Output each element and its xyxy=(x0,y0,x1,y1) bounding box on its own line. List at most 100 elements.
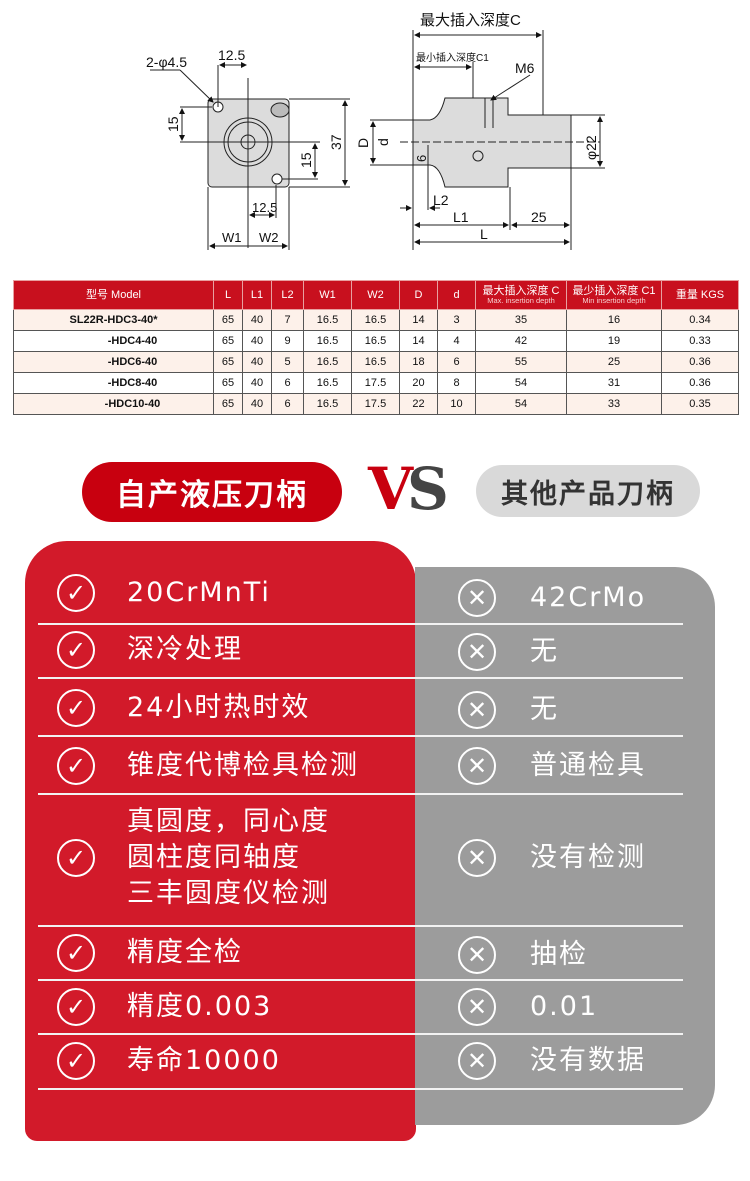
cell-d: 6 xyxy=(437,351,476,373)
col-model: 型号 Model xyxy=(13,280,214,310)
our-feature: 24小时热时效 xyxy=(127,692,311,723)
check-circle-icon: ✓ xyxy=(57,1042,95,1080)
cell-w2: 17.5 xyxy=(351,393,400,415)
our-feature: 20CrMnTi xyxy=(127,577,271,608)
check-circle-icon: ✓ xyxy=(57,631,95,669)
col-L: L xyxy=(213,280,243,310)
label-L: L xyxy=(480,226,488,242)
cell-l2: 6 xyxy=(271,393,304,415)
check-circle-icon: ✓ xyxy=(57,689,95,727)
cell-l2: 7 xyxy=(271,309,304,331)
cell-c1: 25 xyxy=(566,351,662,373)
cell-d: 20 xyxy=(399,372,438,394)
label-15-left: 15 xyxy=(165,116,181,132)
our-feature: 深冷处理 xyxy=(127,634,243,665)
cell-d: 18 xyxy=(399,351,438,373)
cell-d: 4 xyxy=(437,330,476,352)
x-circle-icon: ✕ xyxy=(458,1042,496,1080)
cell-w2: 16.5 xyxy=(351,351,400,373)
col-max-depth-en: Max. insertion depth xyxy=(487,295,555,305)
label-holes: 2-φ4.5 xyxy=(146,54,187,70)
other-product-title: 其他产品刀柄 xyxy=(476,465,700,517)
col-W2: W2 xyxy=(351,280,400,310)
table-row: -HDC10-40 65 40 6 16.5 17.5 22 10 54 33 0.35 xyxy=(13,393,739,415)
label-L2: L2 xyxy=(433,192,449,208)
row-divider xyxy=(38,793,683,795)
cell-kgs: 0.36 xyxy=(661,351,739,373)
cell-model: -HDC6-40 xyxy=(13,351,214,373)
cell-w1: 16.5 xyxy=(303,309,352,331)
cell-kgs: 0.34 xyxy=(661,309,739,331)
cell-d: 3 xyxy=(437,309,476,331)
x-circle-icon: ✕ xyxy=(458,579,496,617)
label-min-depth-c1: 最小插入深度C1 xyxy=(416,51,489,64)
cell-w2: 16.5 xyxy=(351,309,400,331)
technical-drawing: 最大插入深度C 最小插入深度C1 M6 2-φ4.5 12.5 12.5 15 … xyxy=(146,12,605,250)
label-D: D xyxy=(355,138,371,148)
col-min-depth: 最少插入深度 C1 Min insertion depth xyxy=(566,280,662,310)
cell-w1: 16.5 xyxy=(303,351,352,373)
vs-s: S xyxy=(407,455,449,523)
cell-w2: 17.5 xyxy=(351,372,400,394)
col-max-depth: 最大插入深度 C Max. insertion depth xyxy=(475,280,567,310)
check-circle-icon: ✓ xyxy=(57,934,95,972)
x-circle-icon: ✕ xyxy=(458,747,496,785)
check-circle-icon: ✓ xyxy=(57,988,95,1026)
our-feature: 精度0.003 xyxy=(127,991,273,1022)
cell-d: 14 xyxy=(399,330,438,352)
spec-table: 型号 Model L L1 L2 W1 W2 D d 最大插入深度 C Max. … xyxy=(13,280,739,415)
cell-kgs: 0.33 xyxy=(661,330,739,352)
our-feature: 真圆度，同心度 圆柱度同轴度 三丰圆度仪检测 xyxy=(127,806,330,909)
label-W1: W1 xyxy=(222,230,242,245)
cell-l1: 40 xyxy=(242,330,272,352)
check-circle-icon: ✓ xyxy=(57,574,95,612)
check-circle-icon: ✓ xyxy=(57,747,95,785)
label-37: 37 xyxy=(328,134,344,150)
cell-model: -HDC8-40 xyxy=(13,372,214,394)
other-feature: 42CrMo xyxy=(530,582,647,613)
label-L1: L1 xyxy=(453,209,469,225)
label-d: d xyxy=(375,138,391,146)
row-divider xyxy=(38,735,683,737)
label-max-depth-c: 最大插入深度C xyxy=(420,12,521,29)
other-feature: 无 xyxy=(530,636,559,667)
cell-c1: 16 xyxy=(566,309,662,331)
col-max-depth-cn: 最大插入深度 C xyxy=(482,284,560,297)
label-15-right: 15 xyxy=(298,152,314,168)
cell-l: 65 xyxy=(213,372,243,394)
cell-l2: 5 xyxy=(271,351,304,373)
col-L2: L2 xyxy=(271,280,304,310)
cell-d: 8 xyxy=(437,372,476,394)
vs-v: V xyxy=(368,455,413,523)
label-phi22: φ22 xyxy=(583,135,599,160)
label-6: 6 xyxy=(414,155,429,162)
other-feature: 无 xyxy=(530,694,559,725)
cell-l1: 40 xyxy=(242,351,272,373)
other-feature: 0.01 xyxy=(530,991,599,1022)
cell-kgs: 0.36 xyxy=(661,372,739,394)
cell-l: 65 xyxy=(213,309,243,331)
row-divider xyxy=(38,1088,683,1090)
cell-c1: 33 xyxy=(566,393,662,415)
table-header-row: 型号 Model L L1 L2 W1 W2 D d 最大插入深度 C Max. … xyxy=(13,280,739,310)
cell-l2: 6 xyxy=(271,372,304,394)
x-circle-icon: ✕ xyxy=(458,936,496,974)
x-circle-icon: ✕ xyxy=(458,839,496,877)
cell-c: 54 xyxy=(475,393,567,415)
label-12-5-top: 12.5 xyxy=(218,47,245,63)
our-feature: 精度全检 xyxy=(127,937,243,968)
other-feature: 普通检具 xyxy=(530,750,646,781)
cell-w1: 16.5 xyxy=(303,393,352,415)
our-product-title: 自产液压刀柄 xyxy=(82,462,342,522)
table-row: -HDC6-40 65 40 5 16.5 16.5 18 6 55 25 0.36 xyxy=(13,351,739,373)
table-row: SL22R-HDC3-40* 65 40 7 16.5 16.5 14 3 35 16 0.34 xyxy=(13,309,739,331)
cell-d: 22 xyxy=(399,393,438,415)
cell-l1: 40 xyxy=(242,393,272,415)
other-feature: 抽检 xyxy=(530,939,588,970)
row-divider xyxy=(38,623,683,625)
table-row: -HDC8-40 65 40 6 16.5 17.5 20 8 54 31 0.36 xyxy=(13,372,739,394)
cell-model: -HDC4-40 xyxy=(13,330,214,352)
col-W1: W1 xyxy=(303,280,352,310)
cell-model: SL22R-HDC3-40* xyxy=(13,309,214,331)
x-circle-icon: ✕ xyxy=(458,633,496,671)
